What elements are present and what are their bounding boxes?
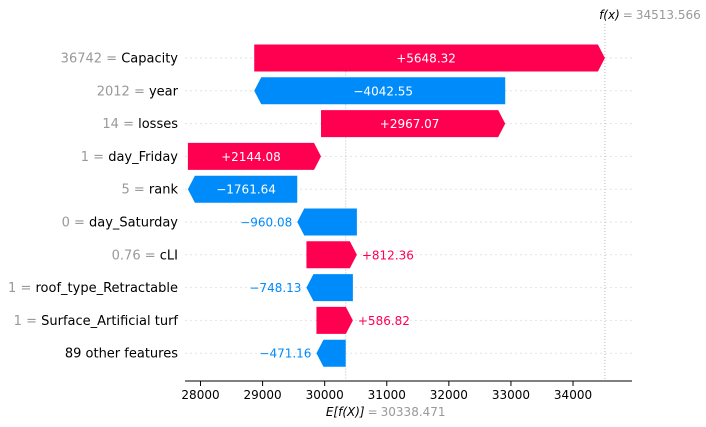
waterfall-bar (187, 175, 298, 203)
bar-value-label: +2967.07 (380, 117, 440, 131)
feature-value: 1 = (81, 150, 108, 165)
feature-value: 5 = (121, 183, 148, 198)
ex-label: E[f(X)] = 30338.471 (326, 405, 446, 419)
feature-label: 1 = day_Friday (81, 150, 179, 165)
feature-label: 1 = Surface_Artificial turf (14, 314, 179, 329)
feature-name: roof_type_Retractable (35, 281, 178, 296)
waterfall-bar (321, 110, 506, 138)
bar-value-label: −960.08 (240, 216, 292, 230)
feature-label: 14 = losses (102, 117, 178, 132)
bar-value-label: −1761.64 (216, 183, 276, 197)
feature-label: 36742 = Capacity (61, 52, 179, 67)
feature-name: Surface_Artificial turf (41, 314, 178, 329)
bar-value-label: +5648.32 (396, 52, 456, 66)
waterfall-bar (297, 208, 357, 236)
feature-label: 5 = rank (121, 183, 178, 198)
feature-name: rank (149, 183, 179, 198)
x-axis: 28000 29000 30000 31000 32000 33000 34000 (181, 380, 632, 402)
feature-value: 14 = (102, 117, 138, 132)
feature-value: 1 = (8, 281, 35, 296)
feature-label: 1 = roof_type_Retractable (8, 281, 178, 296)
bar-value-label: −471.16 (259, 347, 311, 361)
ex-value: 30338.471 (381, 405, 446, 419)
feature-name: losses (138, 117, 178, 132)
feature-name: year (149, 84, 179, 99)
x-tick-label: 32000 (430, 388, 468, 402)
bar-value-label: +812.36 (362, 248, 414, 262)
fx-label: f(x) = 34513.566 (599, 8, 701, 22)
bar-value-label: +2144.08 (221, 150, 281, 164)
feature-value: 0 = (62, 216, 89, 231)
waterfall-bar (316, 306, 353, 334)
feature-label: 0 = day_Saturday (62, 216, 179, 231)
waterfall-bar (254, 44, 605, 72)
feature-value: 1 = (14, 314, 41, 329)
waterfall-bar (254, 77, 506, 105)
x-tick-label: 33000 (492, 388, 530, 402)
feature-label: 0.76 = cLI (112, 248, 178, 263)
feature-value: 0.76 = (112, 248, 160, 263)
x-tick-label: 31000 (368, 388, 406, 402)
bar-value-label: −748.13 (249, 281, 301, 295)
ex-name: E[f(X)] (326, 405, 365, 419)
feature-label: 89 other features (65, 347, 178, 362)
waterfall-bar (187, 142, 322, 170)
waterfall-bar (316, 339, 346, 367)
feature-name: day_Friday (108, 150, 178, 165)
bar-value-label: +586.82 (358, 314, 410, 328)
fx-value: 34513.566 (636, 8, 701, 22)
feature-value: 2012 = (97, 84, 149, 99)
x-tick-label: 28000 (181, 388, 219, 402)
waterfall-bar (306, 274, 353, 302)
feature-value: 36742 = (61, 52, 122, 67)
feature-name: cLI (160, 248, 178, 263)
fx-name: f(x) (599, 8, 620, 22)
feature-label: 2012 = year (97, 84, 179, 99)
x-tick-label: 34000 (554, 388, 592, 402)
bar-value-label: −4042.55 (353, 84, 413, 98)
feature-name: 89 other features (65, 347, 178, 362)
waterfall-bar (306, 241, 357, 269)
feature-labels: 36742 = Capacity 2012 = year 14 = losses 1 … (8, 52, 179, 362)
x-tick-label: 29000 (244, 388, 282, 402)
bars: +5648.32 −4042.55 +2967.07 +2144.08 −1761.64… (187, 44, 605, 367)
feature-name: Capacity (121, 52, 178, 67)
x-tick-label: 30000 (306, 388, 344, 402)
feature-name: day_Saturday (89, 216, 178, 231)
